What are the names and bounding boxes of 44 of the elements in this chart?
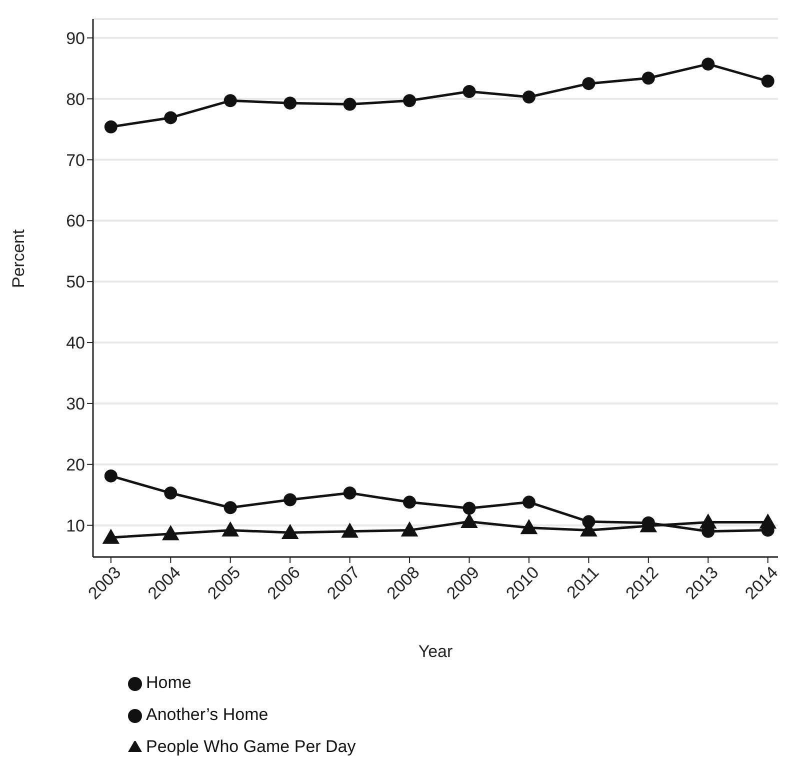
point xyxy=(460,513,478,528)
point xyxy=(282,524,298,539)
point xyxy=(284,96,297,110)
point xyxy=(224,94,237,108)
x-axis-title: Year xyxy=(418,642,454,661)
y-tick-label: 10 xyxy=(66,516,85,536)
legend-label: Home xyxy=(146,673,192,692)
point xyxy=(700,514,716,529)
point xyxy=(104,120,118,134)
point xyxy=(284,493,297,506)
point xyxy=(520,519,538,534)
y-tick-label: 20 xyxy=(66,455,85,474)
point xyxy=(343,486,356,500)
point xyxy=(164,111,178,124)
point xyxy=(522,496,536,509)
legend-label: Another’s Home xyxy=(146,705,268,724)
point xyxy=(164,486,178,500)
point xyxy=(702,58,715,71)
point xyxy=(102,529,120,544)
legend-label: People Who Game Per Day xyxy=(146,737,356,756)
point xyxy=(403,496,416,509)
y-axis-title: Percent xyxy=(9,229,28,288)
point xyxy=(342,523,358,538)
point xyxy=(401,522,418,537)
point xyxy=(162,526,179,540)
y-tick-label: 80 xyxy=(66,90,85,109)
y-tick-label: 60 xyxy=(66,212,85,231)
point xyxy=(462,502,476,515)
y-tick-label: 70 xyxy=(66,150,85,170)
point xyxy=(522,90,536,104)
y-tick-label: 40 xyxy=(66,334,85,353)
point xyxy=(222,522,239,537)
point xyxy=(761,74,774,88)
y-tick-label: 30 xyxy=(66,394,85,414)
point xyxy=(642,72,655,85)
point xyxy=(582,77,596,90)
point xyxy=(343,98,356,111)
point xyxy=(403,94,416,108)
y-tick-label: 90 xyxy=(66,28,85,48)
point xyxy=(104,469,118,482)
point xyxy=(760,514,776,529)
point xyxy=(462,85,476,98)
y-tick-label: 50 xyxy=(66,272,85,292)
point xyxy=(224,501,237,514)
